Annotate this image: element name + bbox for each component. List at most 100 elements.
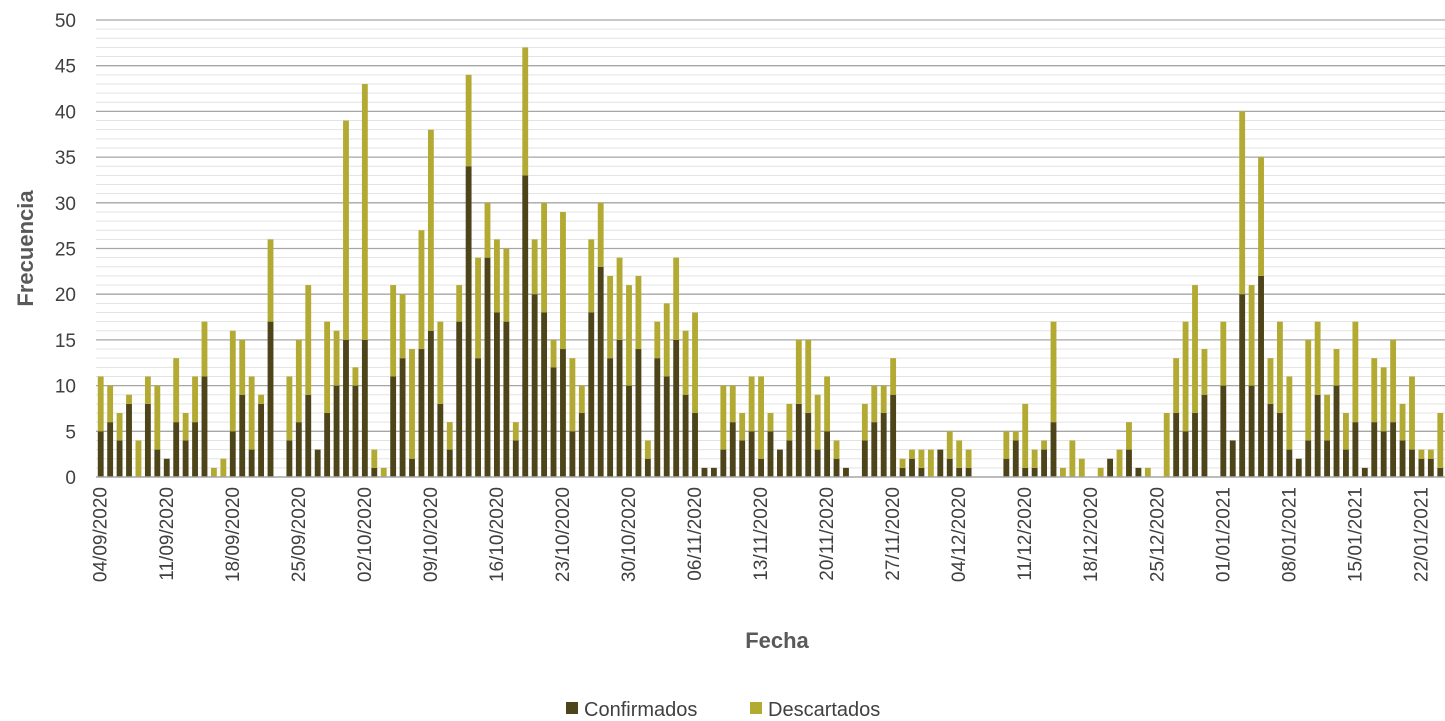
y-tick-label: 50 [55, 11, 76, 32]
bar-confirmados-99 [1031, 467, 1038, 477]
bar-confirmados-60 [663, 376, 670, 477]
x-tick-label: 25/09/2020 [289, 487, 310, 582]
bar-descartados-100 [1041, 440, 1047, 450]
bar-confirmados-110 [1135, 467, 1142, 477]
bar-descartados-4 [135, 440, 142, 477]
bar-descartados-78 [833, 440, 840, 459]
bar-confirmados-23 [314, 449, 321, 477]
x-tick-label: 11/12/2020 [1015, 487, 1036, 581]
bar-confirmados-120 [1229, 440, 1236, 477]
bar-confirmados-133 [1352, 422, 1359, 477]
bar-descartados-138 [1399, 403, 1406, 441]
bar-confirmados-125 [1276, 413, 1283, 477]
bar-confirmados-0 [97, 431, 104, 477]
bar-descartados-99 [1031, 449, 1038, 468]
bar-confirmados-68 [739, 440, 746, 477]
bar-descartados-124 [1267, 358, 1274, 404]
bar-descartados-39 [465, 74, 472, 167]
bar-confirmados-116 [1192, 413, 1198, 477]
y-axis-tick-labels: 0 5 10 15 20 25 30 35 40 45 50 [55, 11, 76, 489]
legend: Confirmados Descartados [566, 699, 880, 721]
bar-confirmados-61 [673, 339, 680, 477]
bar-confirmados-11 [201, 376, 208, 477]
bar-confirmados-51 [578, 413, 585, 477]
bar-descartados-111 [1144, 467, 1151, 477]
bar-confirmados-136 [1380, 431, 1387, 477]
x-tick-label: 01/01/2021 [1213, 487, 1234, 582]
bars [97, 47, 1444, 478]
bar-descartados-130 [1324, 394, 1331, 441]
bar-descartados-140 [1418, 449, 1425, 459]
bar-descartados-15 [239, 339, 246, 395]
bar-confirmados-14 [229, 431, 236, 477]
bar-descartados-104 [1078, 458, 1085, 477]
bar-descartados-96 [1003, 431, 1010, 459]
bar-descartados-29 [371, 449, 378, 468]
gridlines [96, 19, 1445, 469]
bar-descartados-2 [116, 413, 123, 441]
x-axis-title: Fecha [745, 628, 809, 653]
bar-descartados-63 [692, 312, 698, 414]
bar-descartados-25 [333, 330, 340, 386]
bar-confirmados-92 [965, 467, 972, 477]
bar-descartados-57 [635, 275, 642, 350]
bar-confirmados-83 [880, 413, 887, 477]
bar-confirmados-52 [588, 312, 595, 477]
bar-confirmados-8 [173, 422, 180, 477]
bar-confirmados-43 [503, 321, 510, 477]
bar-confirmados-9 [182, 440, 189, 477]
bar-descartados-51 [578, 385, 585, 414]
x-tick-label: 08/01/2021 [1279, 487, 1300, 582]
bar-confirmados-32 [399, 358, 406, 477]
bar-descartados-66 [720, 385, 727, 450]
bar-descartados-75 [805, 339, 812, 414]
bar-confirmados-78 [833, 458, 840, 477]
bar-descartados-30 [380, 467, 387, 477]
bar-confirmados-97 [1012, 440, 1019, 477]
bar-descartados-58 [644, 440, 651, 459]
bar-confirmados-127 [1295, 458, 1302, 477]
bar-descartados-43 [503, 248, 510, 322]
bar-confirmados-86 [909, 458, 915, 477]
bar-confirmados-40 [475, 358, 481, 477]
x-tick-label: 22/01/2021 [1411, 487, 1432, 582]
bar-descartados-106 [1097, 467, 1104, 477]
x-tick-label: 25/12/2020 [1147, 487, 1168, 582]
bar-descartados-49 [560, 211, 566, 350]
bar-confirmados-42 [494, 312, 500, 477]
bar-descartados-33 [409, 349, 415, 459]
bar-confirmados-26 [343, 339, 349, 477]
bar-descartados-14 [229, 330, 236, 432]
bar-confirmados-101 [1050, 422, 1057, 477]
bar-confirmados-90 [946, 458, 953, 477]
bar-confirmados-35 [427, 330, 434, 477]
bar-confirmados-126 [1286, 449, 1293, 477]
bar-confirmados-10 [192, 422, 198, 477]
bar-descartados-45 [522, 47, 529, 176]
legend-swatch-descartados [750, 702, 762, 714]
bar-descartados-126 [1286, 376, 1293, 450]
bar-confirmados-59 [654, 358, 661, 477]
bar-confirmados-62 [682, 394, 689, 477]
bar-confirmados-48 [550, 367, 557, 477]
bar-descartados-37 [446, 422, 453, 450]
bar-descartados-1 [107, 385, 114, 423]
bar-descartados-59 [654, 321, 661, 359]
bar-descartados-128 [1305, 339, 1312, 441]
x-tick-label: 13/11/2020 [751, 487, 772, 581]
bar-descartados-68 [739, 413, 746, 441]
bar-confirmados-138 [1399, 440, 1406, 477]
bar-descartados-82 [871, 385, 878, 423]
legend-label-confirmados: Confirmados [584, 699, 697, 721]
bar-confirmados-132 [1343, 449, 1349, 477]
bar-confirmados-70 [758, 458, 764, 477]
bar-descartados-129 [1314, 321, 1321, 395]
bar-descartados-123 [1258, 157, 1264, 276]
bar-descartados-86 [909, 449, 915, 459]
bar-descartados-48 [550, 339, 557, 368]
y-tick-label: 15 [55, 331, 76, 352]
bar-descartados-60 [663, 303, 670, 377]
bar-confirmados-69 [748, 431, 755, 477]
bar-confirmados-57 [635, 349, 642, 477]
